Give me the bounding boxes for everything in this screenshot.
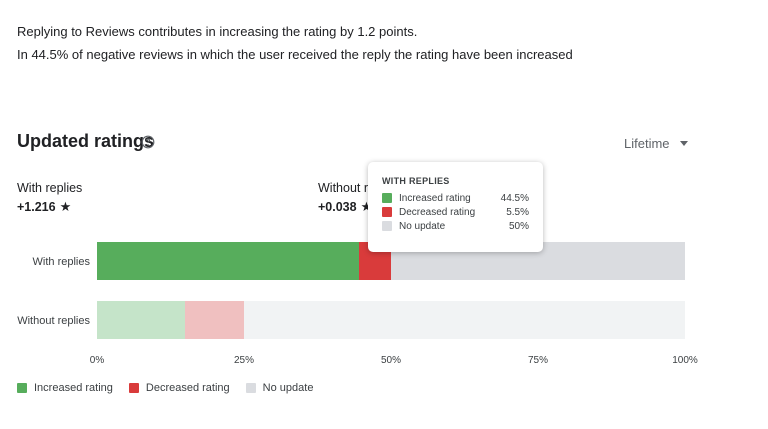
period-dropdown[interactable]: Lifetime bbox=[624, 136, 688, 151]
tooltip-row-no-update: No update 50% bbox=[382, 219, 529, 233]
legend-swatch-decreased bbox=[128, 383, 139, 393]
tooltip-row-increased: Increased rating 44.5% bbox=[382, 191, 529, 205]
star-icon: ★ bbox=[59, 199, 72, 214]
chevron-down-icon bbox=[679, 141, 688, 146]
tooltip-row-label: No update bbox=[399, 220, 446, 232]
legend-item-decreased[interactable]: Decreased rating bbox=[128, 382, 230, 394]
tooltip-row-decreased: Decreased rating 5.5% bbox=[382, 205, 529, 219]
stat-label-without-replies: Without r bbox=[318, 181, 369, 195]
legend-item-no-update[interactable]: No update bbox=[245, 382, 314, 394]
tooltip-swatch-decreased bbox=[382, 207, 392, 217]
legend-label: Decreased rating bbox=[145, 382, 230, 394]
row-label-without-replies: Without replies bbox=[17, 315, 90, 327]
star-icon: ★ bbox=[360, 199, 373, 214]
tooltip-swatch-no-update bbox=[382, 221, 392, 231]
bar-segment-increased-rating[interactable] bbox=[97, 301, 186, 339]
legend-swatch-increased bbox=[17, 383, 27, 393]
stat-value-text: +0.038 bbox=[318, 200, 357, 214]
tooltip-row-label: Increased rating bbox=[399, 192, 471, 204]
chart-legend: Increased rating Decreased rating No upd… bbox=[17, 382, 329, 394]
legend-swatch-no-update bbox=[245, 383, 256, 393]
x-tick-label: 75% bbox=[527, 355, 549, 366]
bar-without-replies[interactable] bbox=[97, 301, 685, 339]
legend-label: Increased rating bbox=[34, 382, 113, 394]
intro-text-negative-reviews: In 44.5% of negative reviews in which th… bbox=[17, 47, 573, 62]
stat-value-text: +1.216 bbox=[17, 200, 56, 214]
bar-segment-increased-rating[interactable] bbox=[97, 242, 359, 280]
stat-label-with-replies: With replies bbox=[17, 181, 83, 195]
card-title: Updated ratings bbox=[17, 131, 155, 151]
tooltip-title: WITH REPLIES bbox=[382, 176, 450, 186]
tooltip-row-value: 5.5% bbox=[506, 206, 529, 218]
chart-tooltip: WITH REPLIES Increased rating 44.5% Decr… bbox=[368, 162, 543, 252]
tooltip-row-label: Decreased rating bbox=[399, 206, 476, 218]
stat-value-without-replies: +0.038 ★ bbox=[318, 199, 372, 215]
help-circle-icon[interactable] bbox=[141, 135, 155, 149]
bar-segment-no-update[interactable] bbox=[244, 301, 685, 339]
intro-text-rating-increase: Replying to Reviews contributes in incre… bbox=[17, 24, 418, 39]
tooltip-row-value: 44.5% bbox=[500, 192, 529, 204]
x-tick-label: 25% bbox=[233, 355, 255, 366]
tooltip-row-value: 50% bbox=[508, 220, 529, 232]
row-label-with-replies: With replies bbox=[32, 256, 90, 268]
x-tick-label: 50% bbox=[380, 355, 402, 366]
legend-item-increased[interactable]: Increased rating bbox=[17, 382, 113, 394]
legend-label: No update bbox=[262, 382, 314, 394]
period-dropdown-label: Lifetime bbox=[624, 136, 670, 151]
bar-segment-decreased-rating[interactable] bbox=[185, 301, 244, 339]
tooltip-swatch-increased bbox=[382, 193, 392, 203]
x-tick-label: 100% bbox=[672, 355, 698, 366]
x-tick-label: 0% bbox=[89, 355, 105, 366]
stat-value-with-replies: +1.216 ★ bbox=[17, 199, 71, 215]
